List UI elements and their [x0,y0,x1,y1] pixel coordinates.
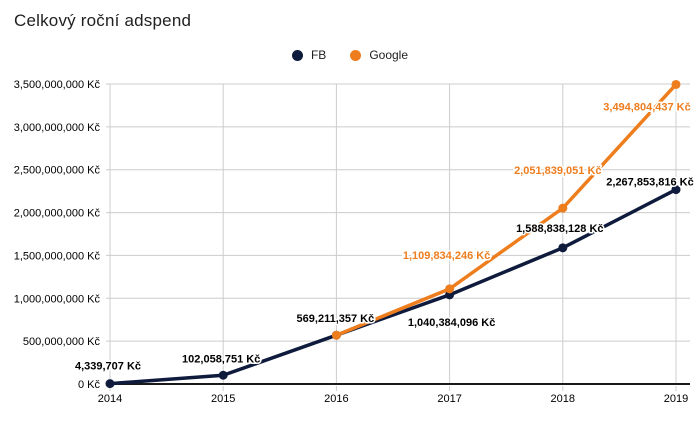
google-line [334,82,678,337]
x-tick-label-2017: 2017 [437,393,461,405]
y-tick-label-6: 3,000,000,000 Kč [14,122,101,134]
google-point-2017[interactable] [445,284,455,294]
fb-point-2015[interactable] [218,370,228,380]
fb-line [108,187,678,386]
x-tick-label-2018: 2018 [551,393,575,405]
x-tick-label-2019: 2019 [664,393,688,405]
legend-item-fb[interactable]: FB [291,48,327,62]
x-tick-label-2015: 2015 [211,393,235,405]
annotation-fb-2014: 4,339,707 Kč [75,361,141,373]
annotation-google-2018: 2,051,839,051 Kč [514,165,601,177]
y-tick-label-3: 1,500,000,000 Kč [14,250,101,262]
legend-label-google: Google [369,48,409,62]
y-tick-label-1: 500,000,000 Kč [23,336,101,348]
legend-item-google[interactable]: Google [350,48,408,62]
fb-legend-dot-icon [291,49,303,61]
annotation-fb-2016: 569,211,357 Kč [297,313,375,325]
legend-label-fb: FB [310,48,327,62]
x-tick-label-2016: 2016 [324,393,348,405]
fb-point-2018[interactable] [558,243,568,253]
google-point-2016[interactable] [331,330,341,340]
annotation-fb-2018: 1,588,838,128 Kč [516,223,603,235]
fb-point-2014[interactable] [105,379,115,389]
google-legend-dot-icon [350,49,362,61]
y-tick-label-0: 0 Kč [78,379,101,391]
fb-point-2019[interactable] [671,185,681,195]
google-point-2018[interactable] [558,203,568,213]
chart-legend: FB Google [0,48,700,62]
annotation-fb-2019: 2,267,853,816 Kč [606,177,693,189]
google-point-2019[interactable] [671,79,681,89]
annotation-google-2017: 1,109,834,246 Kč [403,250,490,262]
y-tick-label-4: 2,000,000,000 Kč [14,208,101,220]
y-tick-label-7: 3,500,000,000 Kč [14,79,101,91]
chart-title: Celkový roční adspend [14,11,192,30]
annotation-google-2019: 3,494,804,437 Kč [603,101,690,113]
annotation-fb-2017: 1,040,384,096 Kč [408,317,495,329]
x-tick-label-2014: 2014 [98,393,122,405]
y-tick-label-5: 2,500,000,000 Kč [14,165,101,177]
y-tick-label-2: 1,000,000,000 Kč [14,293,101,305]
annotation-fb-2015: 102,058,751 Kč [182,353,260,365]
